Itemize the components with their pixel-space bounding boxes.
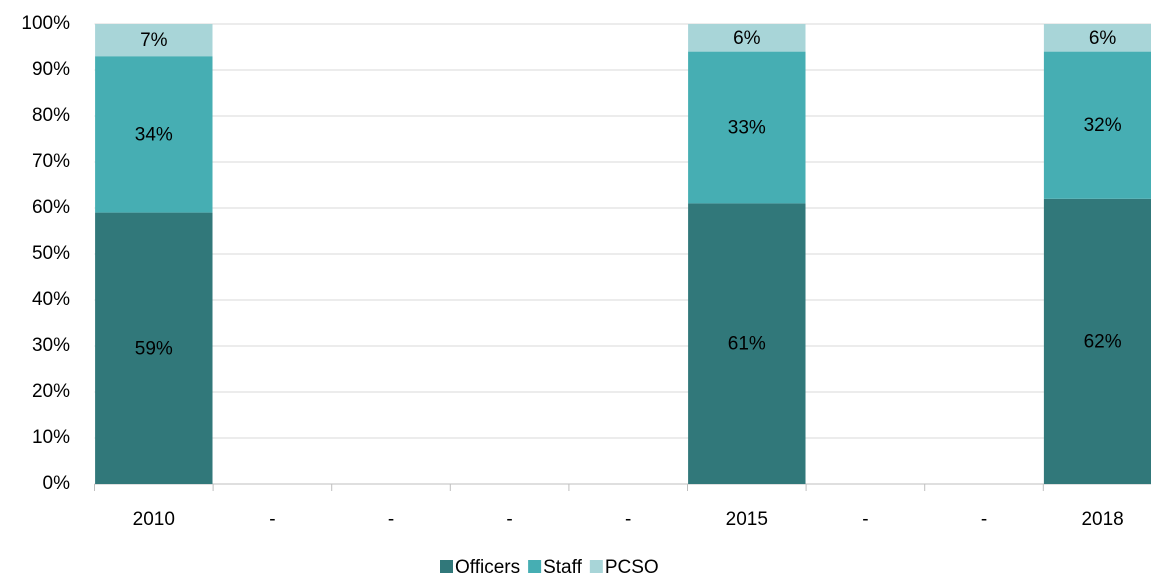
x-tick-label: - bbox=[388, 509, 394, 530]
legend-label: PCSO bbox=[605, 557, 659, 578]
y-tick-label: 10% bbox=[32, 427, 70, 448]
data-label: 62% bbox=[1084, 331, 1122, 352]
legend-swatch bbox=[528, 560, 542, 573]
y-tick-label: 90% bbox=[32, 59, 70, 80]
legend-swatch bbox=[440, 560, 453, 573]
y-tick-label: 20% bbox=[32, 381, 70, 402]
y-tick-label: 70% bbox=[32, 151, 70, 172]
x-tick-label: - bbox=[506, 509, 512, 530]
bar-segment bbox=[1043, 51, 1151, 199]
x-tick-label: - bbox=[862, 509, 868, 530]
bar-segment bbox=[1043, 198, 1151, 485]
legend-label: Officers bbox=[455, 557, 520, 578]
x-tick-label: 2010 bbox=[133, 509, 175, 530]
data-label: 61% bbox=[728, 334, 766, 355]
bar-segment bbox=[688, 24, 806, 52]
y-tick-label: 60% bbox=[32, 197, 70, 218]
legend-label: Staff bbox=[543, 557, 582, 578]
y-tick-label: 30% bbox=[32, 335, 70, 356]
bar-segment bbox=[688, 51, 806, 204]
y-tick-label: 100% bbox=[21, 13, 70, 34]
bar-segment bbox=[95, 212, 213, 484]
x-tick-label: 2018 bbox=[1081, 509, 1123, 530]
y-tick-label: 80% bbox=[32, 105, 70, 126]
data-label: 6% bbox=[1089, 28, 1117, 49]
x-tick-label: - bbox=[625, 509, 631, 530]
y-tick-label: 0% bbox=[43, 473, 71, 494]
data-label: 7% bbox=[140, 30, 168, 51]
data-label: 59% bbox=[135, 338, 173, 359]
y-tick-label: 40% bbox=[32, 289, 70, 310]
data-label: 32% bbox=[1084, 115, 1122, 136]
data-label: 33% bbox=[728, 118, 766, 139]
x-tick-label: - bbox=[269, 509, 275, 530]
bar-segment bbox=[95, 24, 213, 57]
x-tick-label: 2015 bbox=[726, 509, 768, 530]
bar-segment bbox=[688, 203, 806, 484]
data-label: 34% bbox=[135, 124, 173, 145]
bar-segment bbox=[1043, 24, 1151, 52]
legend-swatch bbox=[589, 560, 603, 573]
y-tick-label: 50% bbox=[32, 243, 70, 264]
data-label: 6% bbox=[733, 28, 761, 49]
x-tick-label: - bbox=[981, 509, 987, 530]
bar-segment bbox=[95, 56, 213, 213]
